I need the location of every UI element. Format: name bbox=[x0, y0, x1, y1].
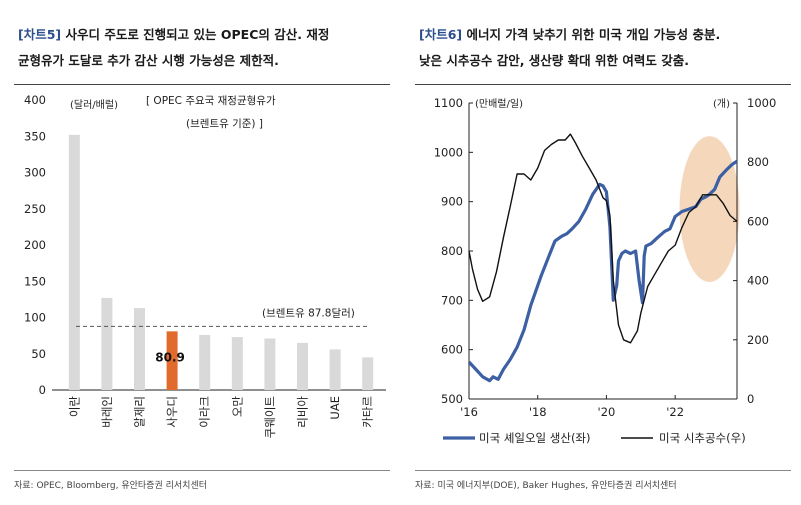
left-axis-tick-6: 1100 bbox=[434, 96, 463, 110]
x-tick-label-8: UAE bbox=[328, 396, 342, 420]
x-tick-label-1: '18 bbox=[529, 405, 547, 419]
left-y-tick-6: 300 bbox=[24, 166, 46, 180]
left-axis-tick-1: 600 bbox=[441, 343, 463, 357]
reference-line-label: (브렌트유 87.8달러) bbox=[262, 307, 355, 319]
right-source-note: 자료: 미국 에너지부(DOE), Baker Hughes, 유안타증권 리서… bbox=[415, 481, 677, 491]
right-top-divider bbox=[415, 84, 791, 85]
left-chart-inner-subtitle: (브렌트유 기준) ] bbox=[186, 118, 263, 130]
left-bottom-divider bbox=[14, 470, 390, 471]
highlight-value-label: 80.9 bbox=[155, 350, 185, 364]
left-y-tick-4: 200 bbox=[24, 238, 46, 252]
left-axis-unit: (만배럴/일) bbox=[475, 97, 523, 110]
legend-label-0: 미국 셰일오일 생산(좌) bbox=[479, 431, 591, 445]
left-title-line1: 사우디 주도로 진행되고 있는 OPEC의 감산. 재정 bbox=[61, 27, 330, 42]
bar-1 bbox=[101, 297, 113, 390]
x-tick-label-7: 리비아 bbox=[296, 396, 310, 428]
bar-6 bbox=[264, 338, 276, 390]
x-tick-label-9: 카타르 bbox=[361, 396, 375, 428]
left-y-tick-0: 0 bbox=[39, 383, 46, 397]
x-tick-label-5: 오만 bbox=[230, 396, 244, 418]
right-title-line1: 에너지 가격 낮추기 위한 미국 개입 가능성 충분. bbox=[462, 27, 721, 42]
right-axis-tick-3: 600 bbox=[747, 214, 769, 228]
x-tick-label-4: 이라크 bbox=[198, 396, 212, 428]
right-chart-tag: [차트6] bbox=[419, 27, 463, 42]
left-axis-tick-5: 1000 bbox=[434, 145, 463, 159]
x-tick-label-6: 쿠웨이트 bbox=[263, 396, 277, 438]
right-axis-tick-1: 200 bbox=[747, 333, 769, 347]
x-tick-label-3: 사우디 bbox=[165, 396, 179, 428]
left-axis-tick-3: 800 bbox=[441, 244, 463, 258]
series-line-1 bbox=[468, 133, 738, 344]
legend-label-1: 미국 시추공수(우) bbox=[659, 431, 746, 445]
left-bar-chart: 0 50 100 150 200 250 300 350 400 (달러/배럴) [ OPEC 주요… bbox=[24, 93, 386, 438]
left-chart-panel: [차트5] 사우디 주도로 진행되고 있는 OPEC의 감산. 재정 균형유가 … bbox=[8, 0, 396, 505]
x-tick-label-2: 알제리 bbox=[133, 396, 147, 428]
right-axis-unit: (개) bbox=[713, 98, 730, 110]
bar-0 bbox=[68, 134, 80, 390]
left-axis-tick-0: 500 bbox=[441, 392, 463, 406]
bar-2 bbox=[134, 308, 145, 390]
bar-8 bbox=[329, 349, 341, 390]
left-y-tick-3: 150 bbox=[24, 274, 46, 288]
x-tick-label-0: 이란 bbox=[67, 396, 81, 418]
bar-3 bbox=[166, 331, 178, 390]
x-tick-label-3: '22 bbox=[666, 405, 684, 419]
bar-7 bbox=[297, 342, 308, 390]
right-axis-tick-2: 400 bbox=[747, 274, 769, 288]
right-chart-panel: [차트6] 에너지 가격 낮추기 위한 미국 개입 가능성 충분. 낮은 시추공… bbox=[409, 0, 797, 505]
left-y-tick-5: 250 bbox=[24, 202, 46, 216]
left-y-tick-2: 100 bbox=[24, 311, 46, 325]
left-chart-inner-title: [ OPEC 주요국 재정균형유가 bbox=[146, 95, 276, 107]
bar-9 bbox=[362, 357, 374, 390]
right-line-chart: 500 600 700 800 900 1000 1100 0 200 400 600 800 1000… bbox=[434, 96, 777, 445]
left-chart-title: [차트5] 사우디 주도로 진행되고 있는 OPEC의 감산. 재정 균형유가 … bbox=[18, 22, 390, 74]
right-bottom-divider bbox=[415, 470, 791, 471]
right-axis-tick-5: 1000 bbox=[747, 96, 776, 110]
left-y-tick-7: 350 bbox=[24, 129, 46, 143]
x-tick-label-0: '16 bbox=[460, 405, 478, 419]
left-y-tick-1: 50 bbox=[31, 347, 46, 361]
right-title-line2: 낮은 시추공수 감안, 생산량 확대 위한 여력도 갖춤. bbox=[419, 53, 689, 68]
left-y-axis-label: (달러/배럴) bbox=[70, 98, 118, 111]
right-axis-tick-0: 0 bbox=[747, 392, 754, 406]
left-title-line2: 균형유가 도달로 추가 감산 시행 가능성은 제한적. bbox=[18, 53, 279, 68]
x-tick-label-2: '20 bbox=[598, 405, 616, 419]
left-chart-tag: [차트5] bbox=[18, 27, 62, 42]
left-axis-tick-4: 900 bbox=[441, 195, 463, 209]
left-axis-tick-2: 700 bbox=[441, 293, 463, 307]
left-source-note: 자료: OPEC, Bloomberg, 유안타증권 리서치센터 bbox=[14, 481, 207, 491]
bar-4 bbox=[199, 334, 211, 390]
left-y-tick-8: 400 bbox=[24, 93, 46, 107]
left-top-divider bbox=[14, 84, 390, 85]
x-tick-label-1: 바레인 bbox=[100, 396, 114, 428]
right-axis-tick-4: 800 bbox=[747, 155, 769, 169]
bar-5 bbox=[231, 337, 243, 390]
right-chart-title: [차트6] 에너지 가격 낮추기 위한 미국 개입 가능성 충분. 낮은 시추공… bbox=[419, 22, 791, 74]
